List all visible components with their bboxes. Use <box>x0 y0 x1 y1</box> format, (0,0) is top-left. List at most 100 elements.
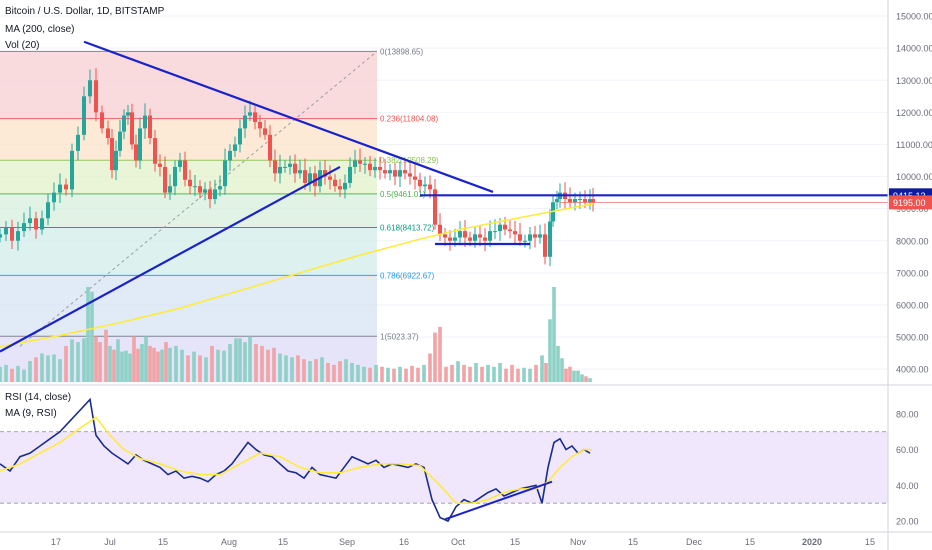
candle-body <box>110 138 114 171</box>
rsi-tick-label: 20.00 <box>896 517 919 527</box>
candle-body <box>94 80 98 113</box>
volume-bar <box>444 366 448 382</box>
volume-bar <box>46 355 50 382</box>
price-tick-label: 10000.00 <box>896 172 932 182</box>
candle-body <box>173 166 177 187</box>
candle-body <box>573 199 577 203</box>
candle-body <box>383 170 387 174</box>
candle-body <box>82 96 86 135</box>
volume-bar <box>174 345 178 382</box>
volume-bar <box>580 374 584 382</box>
candle-body <box>438 224 442 235</box>
candle-body <box>10 227 14 241</box>
volume-bar <box>356 364 360 382</box>
volume-bar <box>148 345 152 382</box>
volume-bar <box>156 351 160 382</box>
candle-body <box>22 223 26 232</box>
candle-body <box>263 128 267 135</box>
candle-body <box>523 240 527 242</box>
volume-bar <box>192 351 196 382</box>
volume-bar <box>362 366 366 382</box>
volume-bar <box>136 348 140 382</box>
volume-bar <box>34 357 38 382</box>
volume-bar <box>210 345 214 382</box>
candle-body <box>513 231 517 235</box>
rsi-ma-legend[interactable]: MA (9, RSI) <box>5 408 57 419</box>
candle-body <box>333 179 337 187</box>
volume-bar <box>16 365 20 382</box>
candle-body <box>303 170 307 183</box>
volume-bar <box>284 355 288 382</box>
volume-bar <box>456 361 460 382</box>
chart-title: Bitcoin / U.S. Dollar, 1D, BITSTAMP <box>5 6 165 17</box>
rsi-band <box>0 431 888 504</box>
time-tick-label: 15 <box>745 537 755 547</box>
price-label-text: 9195.00 <box>893 198 926 208</box>
time-tick-label: Dec <box>686 537 703 547</box>
candle-body <box>238 128 242 145</box>
volume-bar <box>94 336 98 382</box>
rsi-line <box>0 397 591 523</box>
candle-body <box>483 237 487 241</box>
volume-bar <box>332 364 336 382</box>
volume-bar <box>164 342 168 382</box>
volume-bar <box>492 366 496 382</box>
volume-bar <box>254 344 258 382</box>
candle-body <box>388 170 392 174</box>
rsi-ma-line <box>0 416 592 504</box>
volume-bar <box>428 353 432 382</box>
candle-body <box>88 80 92 97</box>
price-tick-label: 11000.00 <box>896 140 932 150</box>
candle-body <box>183 160 187 180</box>
candle-body <box>193 186 197 188</box>
candle-body <box>548 221 552 257</box>
candle-body <box>338 186 342 190</box>
volume-bar <box>248 336 252 382</box>
candle-body <box>298 170 302 174</box>
volume-bar <box>468 366 472 382</box>
volume-bar <box>522 367 526 382</box>
time-tick-label: 15 <box>278 537 288 547</box>
candle-body <box>508 229 512 232</box>
candle-body <box>122 115 126 132</box>
candle-body <box>253 112 257 122</box>
volume-bar <box>540 355 544 382</box>
volume-bar <box>116 339 120 382</box>
volume-bar <box>576 370 580 382</box>
volume-bar <box>404 368 408 382</box>
volume-bar <box>504 368 508 382</box>
candle-body <box>258 121 262 129</box>
price-tick-label: 5000.00 <box>896 333 929 343</box>
volume-bar <box>474 363 478 382</box>
volume-bar <box>410 365 414 382</box>
volume-bar <box>498 363 502 382</box>
candle-body <box>70 150 74 190</box>
ma-legend[interactable]: MA (200, close) <box>5 24 75 35</box>
candle-body <box>568 199 572 203</box>
time-tick-label: 16 <box>399 537 409 547</box>
candle-body <box>158 163 162 167</box>
vol-legend[interactable]: Vol (20) <box>5 40 40 51</box>
rsi-legend[interactable]: RSI (14, close) <box>5 392 72 403</box>
volume-bar <box>132 336 136 382</box>
candle-body <box>0 234 2 238</box>
candle-body <box>428 184 432 190</box>
candle-body <box>16 231 20 241</box>
fib-diagonal <box>19 51 378 347</box>
candle-body <box>58 184 62 193</box>
volume-bar <box>266 349 270 382</box>
candle-body <box>418 179 422 187</box>
rsi-divergence-line <box>444 480 553 521</box>
candle-body <box>343 182 347 190</box>
candle-body <box>283 166 287 168</box>
candle-body <box>40 218 44 230</box>
volume-bar <box>234 338 238 382</box>
candle-body <box>118 131 122 151</box>
candle-body <box>583 199 587 203</box>
candle-body <box>223 160 227 187</box>
candle-body <box>308 173 312 183</box>
volume-bar <box>140 344 144 382</box>
volume-bar <box>104 329 108 382</box>
candle-body <box>52 192 56 203</box>
